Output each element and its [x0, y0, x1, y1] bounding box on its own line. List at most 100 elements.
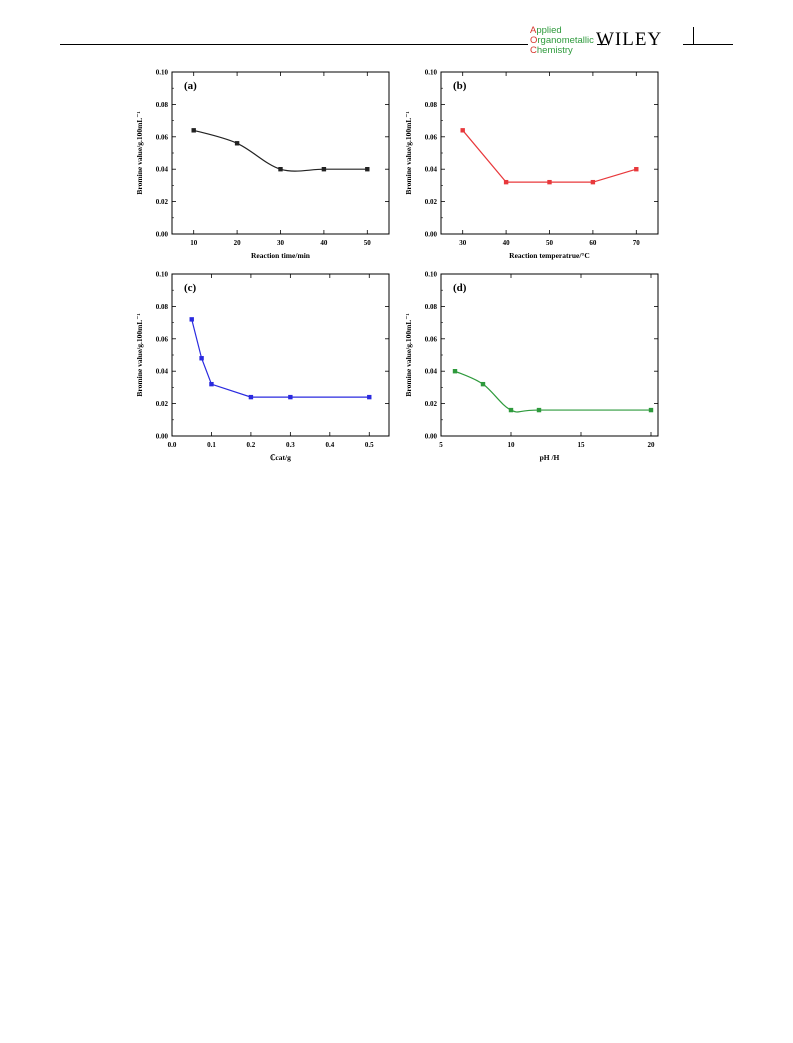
chart-a-ytick-label: 0.04 [156, 166, 169, 174]
chart-d-ytick-label: 0.04 [425, 368, 438, 376]
chart-c-xtick-label: 0.3 [286, 441, 295, 449]
chart-c-data-point [199, 356, 204, 361]
chart-d-data-point [536, 407, 542, 413]
chart-d-data-point [480, 381, 486, 387]
publisher-rule-right [683, 44, 733, 45]
chart-b-ytick-label: 0.10 [425, 69, 438, 77]
chart-c-ytick-label: 0.00 [156, 433, 169, 441]
chart-d-frame [440, 273, 659, 437]
chart-a-ytick-label: 0.08 [156, 101, 169, 109]
chart-a-ytick-label: 0.10 [156, 69, 169, 77]
chart-d-ytick-label: 0.00 [425, 433, 438, 441]
chart-d-series-line [454, 370, 651, 413]
chart-c-ytick-label: 0.10 [156, 271, 169, 279]
chart-a-data-point [191, 128, 196, 133]
chart-c-series-line [191, 319, 370, 398]
chart-b-panel-label: (b) [453, 80, 467, 92]
chart-a-series-line [193, 129, 368, 172]
chart-c: 0.00 0.02 0.04 0.06 0.08 0.10 0.0 0.1 0.2 0.3 0.4 0… [135, 271, 390, 462]
chart-b-xtick-label: 40 [503, 239, 511, 247]
journal-logo-cap-a: A [530, 25, 537, 36]
chart-b-xtick-label: 50 [546, 239, 554, 247]
publisher-logo: WILEY [596, 29, 663, 50]
chart-c-xtick-label: 0.2 [247, 441, 256, 449]
chart-d-ytick-label: 0.10 [425, 271, 438, 279]
chart-a-ylabel: Bromine value/g.100mL⁻¹ [135, 111, 144, 194]
chart-c-xtick-label: 0.5 [365, 441, 374, 449]
journal-logo-line3: hemistry [536, 45, 573, 56]
chart-c-xtick-label: 0.0 [168, 441, 177, 449]
chart-c-data-point [189, 317, 194, 322]
journal-logo-cap-o: O [530, 35, 538, 46]
chart-c-ytick-label: 0.06 [156, 335, 169, 343]
chart-d-panel-label: (d) [453, 282, 467, 294]
chart-b-ytick-label: 0.06 [425, 133, 438, 141]
publisher-rule-vertical [693, 27, 694, 44]
chart-a-data-point [321, 167, 327, 172]
chart-d-xtick-label: 15 [578, 441, 586, 449]
chart-a-data-point [365, 167, 370, 172]
chart-b-data-point [590, 179, 596, 185]
chart-d-xtick-label: 5 [439, 441, 443, 449]
chart-c-xtick-label: 0.4 [325, 441, 334, 449]
chart-a-ytick-label: 0.00 [156, 231, 169, 239]
chart-b-data-point [547, 179, 552, 185]
chart-b-ytick-label: 0.08 [425, 101, 438, 109]
chart-b-ytick-label: 0.04 [425, 166, 438, 174]
chart-c-ylabel: Bromine value/g.100mL⁻¹ [135, 313, 144, 396]
chart-b-ylabel: Bromine value/g.100mL⁻¹ [404, 111, 413, 194]
chart-d-data-point [452, 369, 458, 374]
chart-b-ytick-label: 0.02 [425, 198, 438, 206]
chart-b-xtick-label: 30 [459, 239, 467, 247]
chart-c-data-point [248, 394, 254, 400]
chart-a-xtick-label: 10 [190, 239, 198, 247]
chart-c-xlabel: ℂcat/g [270, 453, 291, 462]
chart-d-data-point [508, 407, 514, 413]
chart-c-ytick-label: 0.04 [156, 368, 169, 376]
chart-b-data-point [503, 179, 509, 185]
chart-a-ytick-label: 0.06 [156, 133, 169, 141]
chart-d-data-point [648, 407, 654, 413]
chart-b-frame [440, 71, 659, 235]
chart-a-xtick-label: 20 [234, 239, 242, 247]
chart-a-data-point [234, 141, 240, 146]
journal-logo-line1: pplied [536, 25, 562, 36]
journal-logo-cap-c: C [530, 45, 537, 56]
chart-b-xlabel: Reaction temperatrue/°C [509, 251, 590, 260]
chart-b-xtick-label: 60 [589, 239, 597, 247]
chart-d-ytick-label: 0.06 [425, 335, 438, 343]
chart-c-ytick-label: 0.08 [156, 303, 169, 311]
chart-c-data-point [367, 394, 372, 400]
chart-d-ytick-label: 0.08 [425, 303, 438, 311]
chart-a-xtick-label: 50 [364, 239, 372, 247]
journal-logo-line2: rganometallic [537, 35, 594, 46]
chart-d-xtick-label: 20 [648, 441, 656, 449]
chart-a-data-point [278, 167, 283, 172]
chart-a-frame [171, 71, 390, 235]
chart-a-ytick-label: 0.02 [156, 198, 169, 206]
chart-d-ylabel: Bromine value/g.100mL⁻¹ [404, 313, 413, 396]
chart-d: 0.00 0.02 0.04 0.06 0.08 0.10 5 10 15 20 pH /H Brom… [404, 271, 659, 462]
publisher-rule-left [597, 44, 607, 45]
chart-c-frame [171, 273, 390, 437]
chart-c-panel-label: (c) [184, 282, 197, 294]
chart-c-data-point [288, 394, 293, 400]
chart-a-panel-label: (a) [184, 80, 197, 92]
journal-logo: Applied Organometallic Chemistry [530, 26, 594, 56]
chart-a: 0.00 0.02 0.04 0.06 0.08 0.10 10 20 30 40 50 Reacti… [135, 69, 390, 260]
chart-b-xtick-label: 70 [633, 239, 641, 247]
chart-b-data-point [634, 167, 639, 172]
chart-b: 0.00 0.02 0.04 0.06 0.08 0.10 30 40 50 60 70 Reacti… [404, 69, 659, 260]
chart-a-xtick-label: 30 [277, 239, 285, 247]
chart-a-xtick-label: 40 [320, 239, 328, 247]
chart-b-data-point [460, 128, 465, 133]
chart-b-ytick-label: 0.00 [425, 231, 438, 239]
chart-d-xtick-label: 10 [508, 441, 516, 449]
chart-a-xlabel: Reaction time/min [251, 251, 311, 260]
chart-b-series-line [462, 129, 637, 183]
chart-c-ytick-label: 0.02 [156, 400, 169, 408]
header-rule [60, 44, 528, 45]
chart-c-data-point [209, 381, 214, 387]
chart-d-ytick-label: 0.02 [425, 400, 438, 408]
